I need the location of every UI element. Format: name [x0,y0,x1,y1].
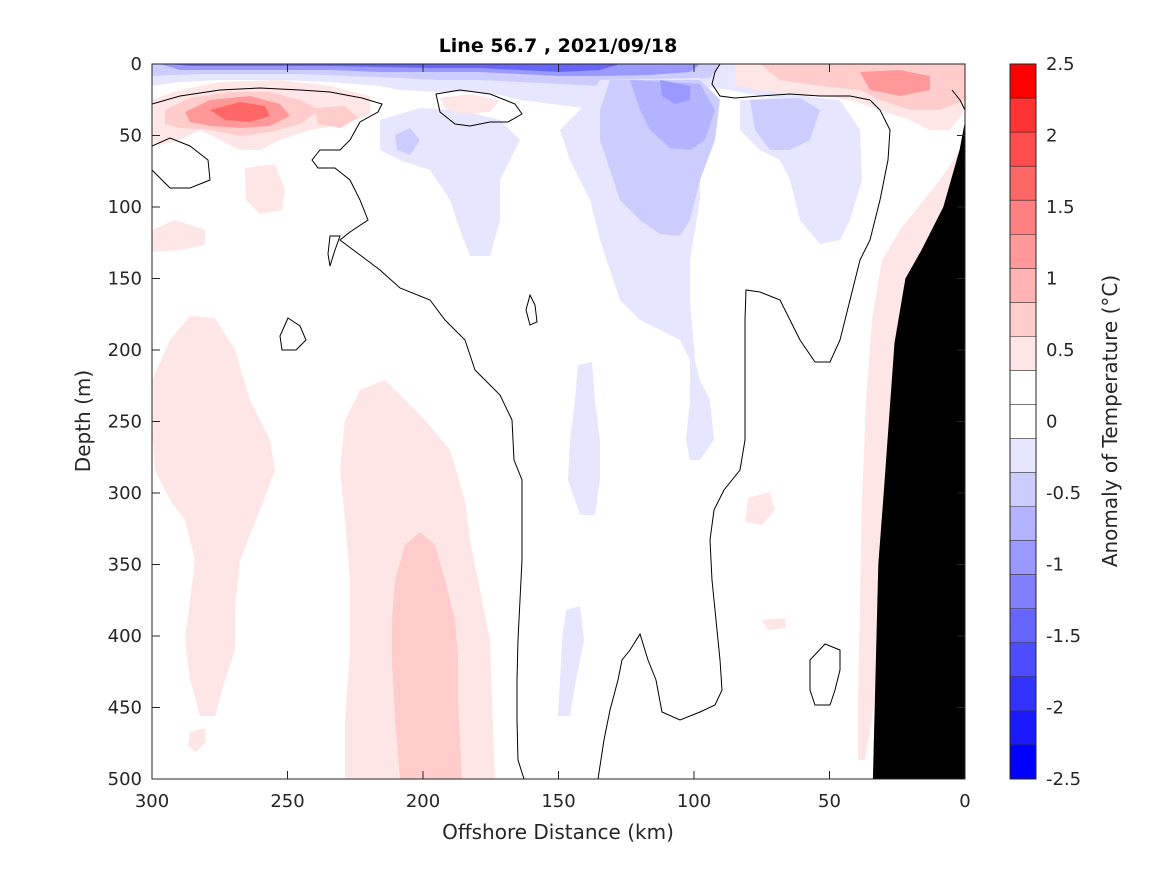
y-tick-label: 150 [108,269,142,290]
y-tick-label: 200 [108,340,142,361]
contour-fill-warm-shallow-mid [245,164,285,214]
contour-line-loop-160km [525,293,538,326]
zero-contour-lines [152,64,965,779]
colorbar-band [1010,166,1036,201]
colorbar-band [1010,472,1036,508]
contour-line-cusp-230km [327,235,341,267]
x-tick-label: 300 [135,791,169,812]
colorbar-tick-label: 2 [1046,126,1057,147]
colorbar-tick-label: 1.5 [1046,197,1075,218]
contour-fill-cold-patch-small [395,128,420,155]
contour-fill-warm-deep-west [152,316,275,716]
colorbar-band [1010,676,1036,712]
contour-fill-warm-small-75km [762,618,786,630]
contour-fill-warm-core-200-mid [392,532,462,779]
contour-fill-cold-surface-core [170,64,620,72]
y-axis-ticks: 0 50 100 150 200 250 300 350 400 450 500 [108,54,965,790]
colorbar-band [1010,268,1036,303]
colorbar-band [1010,234,1036,269]
colorbar-tick-label: -1.5 [1046,626,1081,647]
contour-line-upper-west [152,87,525,779]
x-axis-label: Offshore Distance (km) [442,820,674,844]
contour-fill-cold-tongue-strong [630,80,715,150]
colorbar-band [1010,132,1036,167]
colorbar-band [1010,302,1036,337]
contour-fill-warm-slope [858,150,965,760]
colorbar-band [1010,438,1036,474]
y-axis-label: Depth (m) [71,370,95,472]
y-tick-label: 100 [108,197,142,218]
contour-fill-cold-nearshore-mid [750,98,820,150]
contour-fill-cold-tongue-core [660,80,690,104]
colorbar-band [1010,404,1036,440]
contour-line-east-deep [597,64,891,779]
contour-fill-warm-west-core [210,102,270,122]
colorbar-label: Anomaly of Temperature (°C) [1098,275,1122,567]
x-axis-ticks: 300 250 200 150 100 50 0 [135,64,971,812]
x-tick-label: 250 [270,791,304,812]
x-tick-label: 50 [818,791,841,812]
colorbar-frame [1009,63,1037,780]
colorbar-tick-label: 2.5 [1046,54,1075,75]
y-tick-label: 50 [119,126,142,147]
contour-fill-warm-lens-185km [440,94,500,114]
colorbar-tick-label: 0 [1046,412,1057,433]
contour-line-loop-40km [809,643,841,706]
colorbar: -2.5 -2 -1.5 -1 -0.5 0 0.5 1 1.5 2 2.5 [1009,54,1081,790]
x-tick-label: 100 [677,791,711,812]
contour-line-lens-185km [435,89,523,127]
y-tick-label: 350 [108,555,142,576]
contour-fill-warm-nearshore-strong [860,70,930,96]
colorbar-band [1010,200,1036,235]
contour-fill-warm-small-70km [745,492,775,525]
colorbar-tick-label: -0.5 [1046,483,1081,504]
y-tick-label: 250 [108,412,142,433]
y-tick-label: 300 [108,483,142,504]
contour-line-small-loop-west [152,137,211,189]
bottom-topography [872,121,965,779]
colorbar-band [1010,608,1036,644]
colorbar-tick-label: -2.5 [1046,769,1081,790]
colorbar-band [1010,744,1036,780]
colorbar-band [1010,540,1036,576]
colorbar-band [1010,64,1036,99]
contour-fill-cold-filament-deep-1 [568,362,600,515]
y-tick-label: 400 [108,626,142,647]
colorbar-tick-label: 0.5 [1046,340,1075,361]
colorbar-band [1010,710,1036,746]
plot-area: 300 250 200 150 100 50 0 050100150200250300350… [108,54,971,812]
colorbar-band [1010,98,1036,133]
x-tick-label: 0 [959,791,970,812]
contour-line-loop-240km [279,317,307,351]
colorbar-band [1010,642,1036,678]
contour-fill-warm-west-secondary [315,106,358,128]
contour-fill-warm-shallow-west [152,220,205,252]
contour-fills [152,64,965,779]
y-tick-label: 450 [108,698,142,719]
colorbar-band [1010,336,1036,371]
colorbar-tick-label: -1 [1046,555,1064,576]
colorbar-tick-label: 1 [1046,269,1057,290]
colorbar-band [1010,506,1036,542]
contour-line-nearshore [951,89,965,111]
colorbar-tick-label: -2 [1046,698,1064,719]
chart-title: Line 56.7 , 2021/09/18 [439,35,678,57]
x-tick-label: 200 [406,791,440,812]
y-tick-label: 500 [108,769,142,790]
colorbar-band [1010,574,1036,610]
contour-fill-warm-deep-west-small [188,728,206,752]
contour-fill-cold-filament-deep-2 [558,606,584,716]
colorbar-band [1010,370,1036,405]
x-tick-label: 150 [541,791,575,812]
y-tick-label: 0 [131,54,142,75]
